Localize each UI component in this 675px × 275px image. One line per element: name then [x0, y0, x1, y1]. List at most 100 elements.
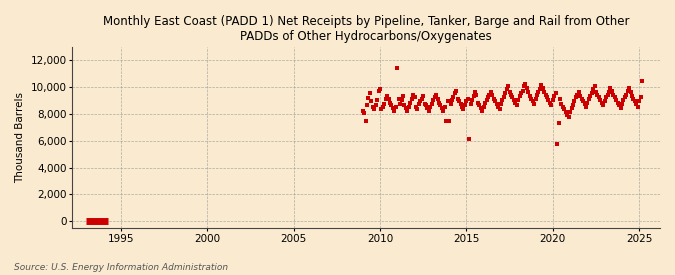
Point [380, 96, 391, 101]
Point [579, 102, 590, 106]
Point [375, 87, 385, 91]
Point [510, 100, 520, 105]
Point [532, 92, 543, 97]
Point [405, 100, 416, 105]
Point [597, 100, 608, 105]
Point [474, 103, 485, 108]
Point [382, 94, 393, 98]
Point [602, 92, 613, 97]
Title: Monthly East Coast (PADD 1) Net Receipts by Pipeline, Tanker, Barge and Rail fro: Monthly East Coast (PADD 1) Net Receipts… [103, 15, 629, 43]
Point [576, 96, 587, 101]
Point [483, 95, 493, 100]
Point [490, 99, 501, 103]
Point [435, 103, 446, 108]
Point [621, 92, 632, 97]
Point [395, 102, 406, 106]
Point [495, 102, 506, 106]
Point [408, 92, 418, 97]
Point [580, 104, 591, 109]
Point [530, 96, 541, 101]
Point [560, 110, 571, 114]
Point [555, 96, 566, 101]
Point [573, 90, 584, 94]
Point [376, 107, 387, 111]
Point [620, 95, 630, 100]
Point [398, 94, 408, 98]
Point [585, 94, 595, 98]
Point [572, 92, 583, 97]
Point [416, 96, 427, 101]
Point [377, 104, 388, 109]
Point [513, 98, 524, 102]
Point [635, 95, 646, 100]
Point [543, 98, 554, 102]
Point [480, 100, 491, 105]
Point [433, 100, 444, 105]
Point [562, 112, 572, 117]
Point [373, 88, 384, 93]
Y-axis label: Thousand Barrels: Thousand Barrels [15, 92, 25, 183]
Point [406, 96, 417, 101]
Point [569, 99, 580, 103]
Point [615, 106, 626, 110]
Point [389, 108, 400, 113]
Point [464, 137, 475, 141]
Point [541, 95, 552, 100]
Point [536, 83, 547, 87]
Point [611, 98, 622, 102]
Point [634, 99, 645, 103]
Point [522, 86, 533, 90]
Point [523, 90, 534, 94]
Point [468, 94, 479, 98]
Point [550, 91, 561, 95]
Point [457, 104, 468, 109]
Point [616, 102, 627, 106]
Point [502, 87, 512, 91]
Point [386, 103, 397, 108]
Point [565, 110, 576, 114]
Point [487, 92, 497, 97]
Point [599, 99, 610, 103]
Point [452, 96, 463, 101]
Point [443, 119, 454, 123]
Point [387, 106, 398, 110]
Point [427, 102, 437, 106]
Point [451, 88, 462, 93]
Point [439, 104, 450, 109]
Point [508, 98, 519, 102]
Point [422, 106, 433, 110]
Point [624, 86, 634, 90]
Point [418, 94, 429, 98]
Point [479, 104, 489, 109]
Point [491, 102, 502, 106]
Point [445, 102, 456, 106]
Point [563, 115, 574, 120]
Point [367, 105, 378, 109]
Point [396, 98, 407, 102]
Point [582, 100, 593, 105]
Point [360, 119, 371, 123]
Point [402, 108, 412, 113]
Point [539, 90, 549, 94]
Point [540, 92, 551, 97]
Point [533, 90, 544, 94]
Point [588, 87, 599, 91]
Point [493, 104, 504, 109]
Point [589, 84, 600, 89]
Point [438, 108, 449, 113]
Point [537, 86, 548, 90]
Point [551, 142, 562, 146]
Point [366, 98, 377, 103]
Point [494, 107, 505, 111]
Point [578, 99, 589, 103]
Point [516, 91, 526, 95]
Point [428, 98, 439, 102]
Point [450, 91, 460, 95]
Point [429, 95, 440, 100]
Point [608, 92, 619, 97]
Point [583, 96, 594, 101]
Point [437, 106, 448, 110]
Point [626, 94, 637, 98]
Point [369, 107, 379, 111]
Point [625, 90, 636, 94]
